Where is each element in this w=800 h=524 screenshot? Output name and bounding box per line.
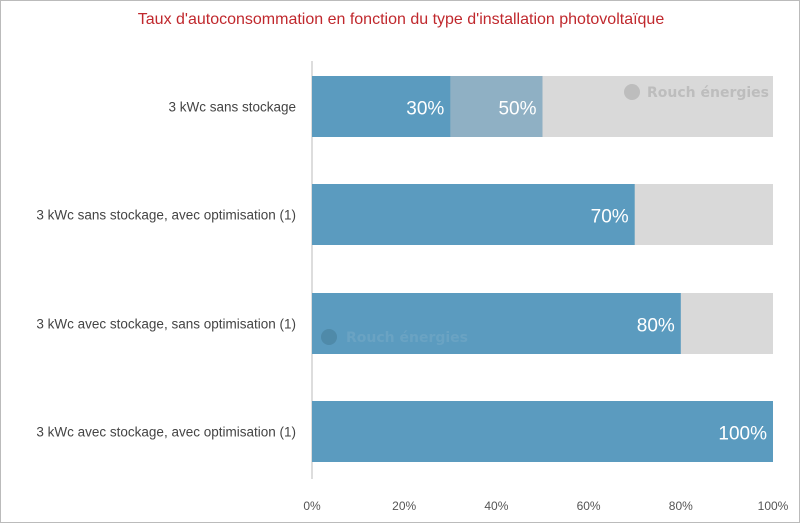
x-tick-label: 80% bbox=[669, 499, 693, 513]
x-tick-label: 20% bbox=[392, 499, 416, 513]
category-label: 3 kWc sans stockage, avec optimisation (… bbox=[36, 208, 296, 223]
x-tick-label: 100% bbox=[758, 499, 789, 513]
x-tick-label: 40% bbox=[484, 499, 508, 513]
data-label: 80% bbox=[637, 316, 675, 337]
logo-icon bbox=[321, 329, 337, 345]
x-tick-label: 0% bbox=[303, 499, 321, 513]
watermark: Rouch énergies bbox=[647, 85, 769, 101]
data-label: 100% bbox=[718, 424, 767, 445]
category-label: 3 kWc sans stockage bbox=[168, 100, 296, 115]
bar bbox=[312, 184, 635, 245]
data-label: 70% bbox=[591, 207, 629, 228]
bar bbox=[312, 293, 681, 354]
data-label: 30% bbox=[406, 99, 444, 120]
chart-title: Taux d'autoconsommation en fonction du t… bbox=[137, 11, 665, 28]
category-label: 3 kWc avec stockage, sans optimisation (… bbox=[36, 317, 296, 332]
bar bbox=[312, 401, 773, 462]
logo-icon bbox=[624, 84, 640, 100]
category-label: 3 kWc avec stockage, avec optimisation (… bbox=[36, 425, 296, 440]
data-label: 50% bbox=[498, 99, 536, 120]
bar bbox=[312, 76, 451, 137]
x-tick-label: 60% bbox=[577, 499, 601, 513]
watermark: Rouch énergies bbox=[346, 330, 468, 346]
